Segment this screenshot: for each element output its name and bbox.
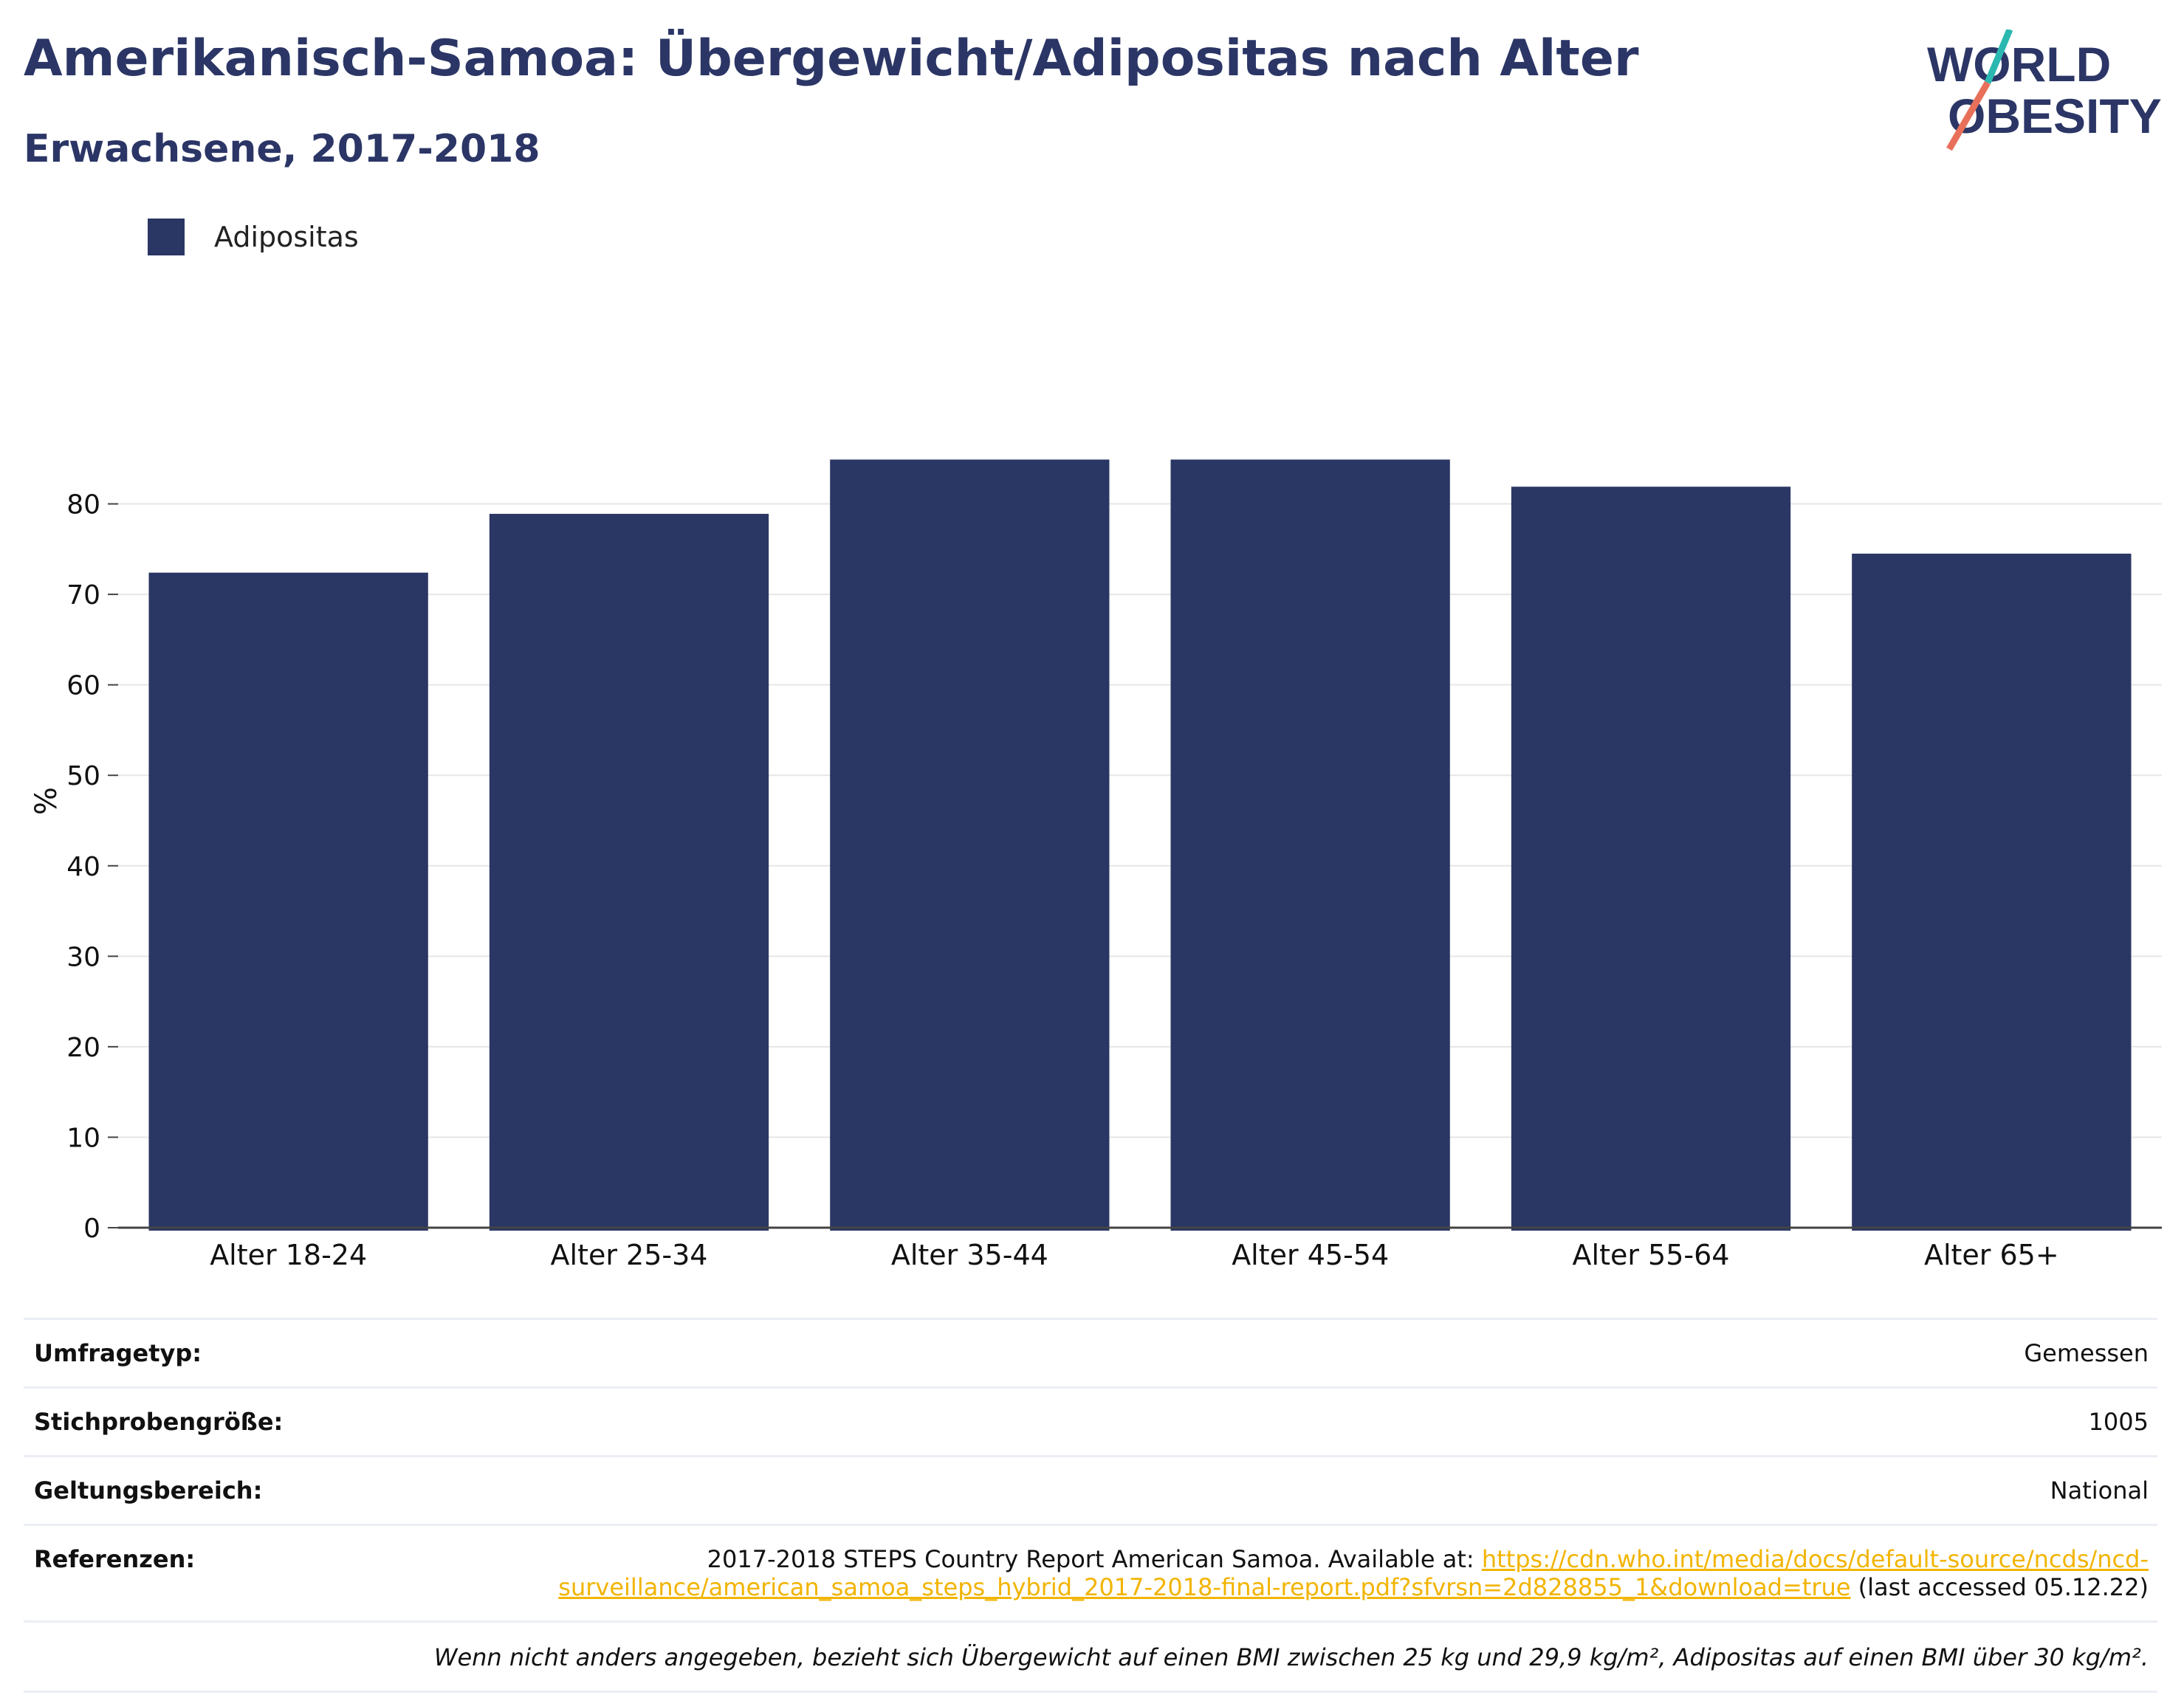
info-row-scope: Geltungsbereich: National <box>24 1455 2157 1524</box>
sample-size-label: Stichprobengröße: <box>34 1408 284 1436</box>
logo-line2: OBESITY <box>1948 89 2162 143</box>
legend-label: Adipositas <box>214 221 359 253</box>
y-tick-label: 10 <box>66 1123 100 1153</box>
references-value: 2017-2018 STEPS Country Report American … <box>558 1545 2149 1601</box>
y-tick-label: 60 <box>66 671 100 701</box>
references-accessed: (last accessed 05.12.22) <box>1850 1573 2149 1601</box>
survey-type-value: Gemessen <box>2024 1339 2149 1367</box>
y-tick-label: 50 <box>66 761 100 791</box>
bar[interactable] <box>148 572 428 1231</box>
bar[interactable] <box>1170 459 1450 1231</box>
chart-legend[interactable]: Adipositas <box>148 219 359 255</box>
references-text: 2017-2018 STEPS Country Report American … <box>707 1545 1482 1573</box>
x-tick-label: Alter 18-24 <box>210 1239 367 1271</box>
scope-label: Geltungsbereich: <box>34 1476 263 1505</box>
world-obesity-logo: WORLD OBESITY <box>1927 30 2162 151</box>
references-label: Referenzen: <box>34 1545 196 1573</box>
scope-value: National <box>2050 1476 2149 1505</box>
references-link-part2[interactable]: surveillance/american_samoa_steps_hybrid… <box>558 1573 1851 1601</box>
y-tick-label: 40 <box>66 852 100 882</box>
x-tick-label: Alter 45-54 <box>1232 1239 1389 1271</box>
bar[interactable] <box>830 459 1110 1231</box>
bars <box>148 459 2132 1231</box>
legend-swatch <box>148 219 185 255</box>
logo-slash-bottom <box>1946 80 1991 151</box>
info-row-references: Referenzen: 2017-2018 STEPS Country Repo… <box>24 1524 2157 1620</box>
footnote: Wenn nicht anders angegeben, bezieht sic… <box>24 1620 2157 1693</box>
axes: 0 10 20 30 40 50 60 70 80 Alter 18-24 Alter 25-34 A… <box>66 490 2162 1271</box>
x-tick-label: Alter 35-44 <box>891 1239 1048 1271</box>
y-tick-label: 30 <box>66 942 100 972</box>
x-tick-label: Alter 55-64 <box>1573 1239 1730 1271</box>
y-axis-label: % <box>30 787 63 815</box>
bar[interactable] <box>489 514 769 1231</box>
x-tick-label: Alter 25-34 <box>551 1239 708 1271</box>
logo-line1: WORLD <box>1927 37 2111 92</box>
bar[interactable] <box>1852 553 2132 1231</box>
info-row-survey-type: Umfragetyp: Gemessen <box>24 1318 2157 1386</box>
y-tick-label: 80 <box>66 490 100 520</box>
y-tick-label: 0 <box>83 1214 100 1244</box>
logo-slash-top <box>1984 30 2013 84</box>
survey-type-label: Umfragetyp: <box>34 1339 202 1367</box>
info-table: Umfragetyp: Gemessen Stichprobengröße: 1… <box>24 1318 2157 1693</box>
x-tick-label: Alter 65+ <box>1924 1239 2059 1271</box>
y-tick-label: 20 <box>66 1033 100 1063</box>
page-subtitle: Erwachsene, 2017-2018 <box>24 127 540 171</box>
sample-size-value: 1005 <box>2088 1408 2149 1436</box>
page-title: Amerikanisch-Samoa: Übergewicht/Adiposit… <box>24 30 1639 88</box>
bar[interactable] <box>1511 487 1791 1231</box>
grid-lines <box>118 503 2162 1138</box>
y-tick-label: 70 <box>66 580 100 611</box>
references-link-part1[interactable]: https://cdn.who.int/media/docs/default-s… <box>1481 1545 2149 1573</box>
info-row-sample-size: Stichprobengröße: 1005 <box>24 1386 2157 1455</box>
bar-chart: 0 10 20 30 40 50 60 70 80 Alter 18-24 Alter 25-34 A… <box>30 459 2162 1271</box>
